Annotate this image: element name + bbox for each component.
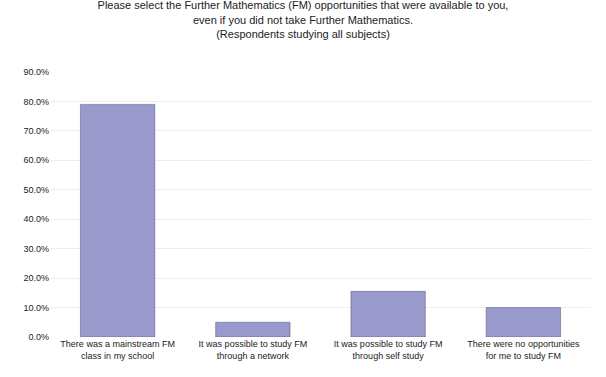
svg-text:0.0%: 0.0% (28, 332, 49, 342)
svg-text:It was possible to study FMthr: It was possible to study FMthrough self … (334, 339, 443, 361)
svg-text:40.0%: 40.0% (23, 214, 49, 224)
svg-text:It was possible to study FMthr: It was possible to study FMthrough a net… (199, 339, 308, 361)
svg-text:70.0%: 70.0% (23, 126, 49, 136)
svg-text:50.0%: 50.0% (23, 185, 49, 195)
svg-text:There was a mainstream FMclass: There was a mainstream FMclass in my sch… (60, 339, 175, 361)
svg-text:30.0%: 30.0% (23, 244, 49, 254)
svg-text:90.0%: 90.0% (23, 67, 49, 77)
svg-text:There were no opportunitiesfor: There were no opportunitiesfor me to stu… (467, 339, 580, 361)
svg-text:20.0%: 20.0% (23, 273, 49, 283)
svg-text:60.0%: 60.0% (23, 155, 49, 165)
svg-text:Please select the Further Math: Please select the Further Mathematics (F… (98, 0, 509, 40)
svg-text:10.0%: 10.0% (23, 303, 49, 313)
svg-text:80.0%: 80.0% (23, 97, 49, 107)
